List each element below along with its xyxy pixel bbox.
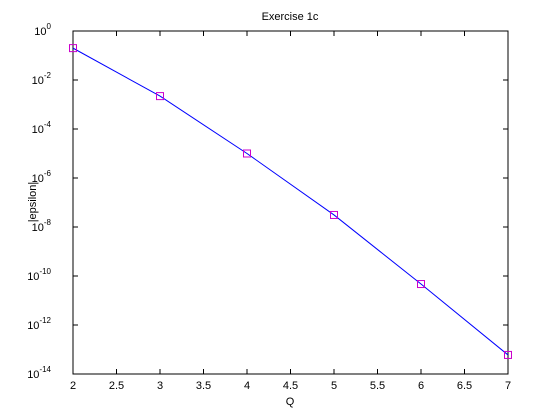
marker <box>69 44 77 53</box>
y-tick-label: 10-14 <box>27 365 51 381</box>
y-tick-base: 10 <box>27 320 39 332</box>
x-tick-label: 4.5 <box>283 380 298 392</box>
y-tick-exponent: -6 <box>44 169 52 178</box>
x-axis-label: Q <box>286 396 295 408</box>
x-tick-label: 7 <box>505 380 511 392</box>
y-tick-base: 10 <box>27 271 39 283</box>
y-axis-label: |epsilon| <box>27 182 39 223</box>
y-tick-label: 100 <box>34 22 51 38</box>
y-tick-exponent: -8 <box>44 218 52 227</box>
x-tick-label: 3 <box>157 380 163 392</box>
y-tick-exponent: -14 <box>39 365 51 374</box>
y-tick-label: 10-4 <box>32 120 52 136</box>
marker <box>504 350 512 359</box>
marker <box>243 149 251 158</box>
y-tick-base: 10 <box>32 124 44 136</box>
y-tick-exponent: -4 <box>44 120 52 129</box>
x-tick-label: 2.5 <box>109 380 124 392</box>
y-tick-base: 10 <box>32 222 44 234</box>
y-tick-exponent: 0 <box>47 22 52 31</box>
y-tick-base: 10 <box>32 173 44 185</box>
x-tick-label: 3.5 <box>196 380 211 392</box>
chart-title: Exercise 1c <box>262 11 319 23</box>
marker <box>417 280 425 289</box>
x-tick-label: 4 <box>244 380 250 392</box>
marker <box>156 92 164 101</box>
y-tick-label: 10-8 <box>32 218 52 234</box>
y-tick-base: 10 <box>34 26 46 38</box>
y-tick-exponent: -12 <box>39 316 51 325</box>
y-tick-label: 10-2 <box>32 71 52 87</box>
x-tick-label: 5 <box>331 380 337 392</box>
y-tick-label: 10-6 <box>32 169 52 185</box>
x-tick-label: 6 <box>418 380 424 392</box>
x-tick-label: 6.5 <box>457 380 472 392</box>
x-tick-label: 2 <box>70 380 76 392</box>
y-tick-base: 10 <box>27 369 39 381</box>
series-line <box>72 47 509 356</box>
marker <box>330 210 338 219</box>
y-tick-base: 10 <box>32 75 44 87</box>
y-tick-exponent: -2 <box>44 71 52 80</box>
y-tick-label: 10-12 <box>27 316 51 332</box>
y-tick-exponent: -10 <box>39 267 51 276</box>
x-tick-label: 5.5 <box>370 380 385 392</box>
y-tick-label: 10-10 <box>27 267 51 283</box>
